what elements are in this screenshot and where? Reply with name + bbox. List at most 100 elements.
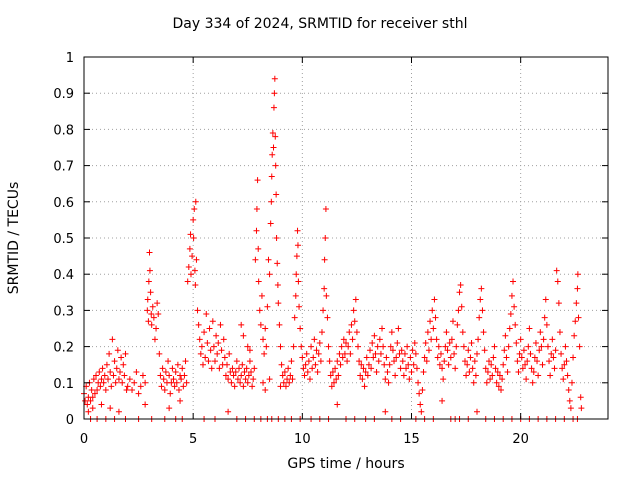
- data-point-marker: [88, 387, 95, 394]
- data-point-marker: [215, 339, 222, 346]
- data-point-marker: [444, 347, 451, 354]
- data-point-marker: [190, 235, 197, 241]
- data-point-marker: [146, 249, 153, 256]
- data-point-marker: [82, 397, 89, 404]
- data-point-marker: [208, 365, 215, 372]
- data-point-marker: [224, 361, 231, 368]
- data-point-marker: [441, 358, 448, 365]
- data-point-marker: [504, 368, 511, 375]
- data-point-marker: [289, 376, 296, 383]
- data-point-marker: [170, 376, 177, 383]
- data-point-marker: [420, 368, 427, 375]
- data-point-marker: [418, 408, 425, 415]
- data-point-marker: [547, 372, 554, 379]
- data-point-marker: [85, 408, 92, 415]
- data-point-marker: [282, 383, 289, 390]
- data-point-marker: [157, 372, 164, 379]
- data-point-marker: [443, 329, 450, 336]
- data-point-marker: [301, 372, 308, 379]
- data-point-marker: [565, 387, 572, 394]
- data-point-marker: [174, 361, 181, 368]
- data-point-marker: [165, 358, 172, 365]
- data-point-marker: [221, 354, 228, 361]
- data-point-marker: [332, 365, 339, 372]
- data-point-marker: [470, 379, 477, 386]
- data-point-marker: [195, 321, 202, 328]
- data-point-marker: [350, 307, 357, 314]
- data-point-marker: [455, 307, 462, 314]
- data-point-marker: [171, 383, 178, 390]
- data-point-marker: [258, 292, 265, 299]
- data-point-marker: [334, 401, 341, 408]
- data-point-marker: [246, 347, 253, 354]
- data-point-marker: [280, 379, 287, 386]
- data-point-marker: [133, 368, 140, 375]
- data-point-marker: [532, 339, 539, 346]
- data-point-marker: [348, 321, 355, 328]
- data-point-marker: [453, 343, 460, 350]
- data-point-marker: [184, 278, 191, 285]
- data-point-marker: [262, 387, 269, 394]
- data-point-marker: [237, 379, 244, 386]
- data-point-marker: [539, 361, 546, 368]
- data-point-marker: [98, 401, 105, 408]
- data-point-marker: [398, 347, 405, 354]
- data-point-marker: [432, 314, 439, 321]
- data-point-marker: [329, 368, 336, 375]
- data-point-marker: [546, 358, 553, 365]
- data-point-marker: [567, 405, 574, 412]
- data-point-marker: [367, 347, 374, 354]
- data-point-marker: [411, 339, 418, 346]
- data-point-marker: [529, 379, 536, 386]
- data-point-marker: [333, 376, 340, 383]
- data-point-marker: [103, 361, 110, 368]
- data-point-marker: [484, 368, 491, 375]
- data-point-marker: [445, 361, 452, 368]
- data-point-marker: [239, 361, 246, 368]
- data-point-marker: [481, 347, 488, 354]
- data-point-marker: [204, 339, 211, 346]
- data-point-marker: [555, 300, 562, 307]
- data-point-marker: [512, 321, 519, 328]
- data-point-marker: [496, 372, 503, 379]
- x-tick-label: 10: [294, 432, 311, 447]
- data-point-marker: [249, 383, 256, 390]
- data-point-marker: [384, 368, 391, 375]
- data-point-marker: [501, 347, 508, 354]
- data-point-marker: [364, 372, 371, 379]
- data-point-marker: [272, 133, 279, 140]
- data-point-marker: [379, 325, 386, 332]
- data-point-marker: [389, 347, 396, 354]
- data-point-marker: [573, 300, 580, 307]
- y-tick-label: 0.1: [53, 377, 74, 392]
- data-point-marker: [468, 339, 475, 346]
- data-point-marker: [288, 358, 295, 365]
- data-point-marker: [113, 365, 120, 372]
- data-point-marker: [192, 282, 199, 289]
- data-point-marker: [382, 408, 389, 415]
- data-point-marker: [150, 314, 157, 321]
- data-point-marker: [511, 303, 518, 310]
- data-point-marker: [469, 365, 476, 372]
- data-point-marker: [229, 365, 236, 372]
- axis-ticks: 00.10.20.30.40.50.60.70.80.910 5 10 15 20: [53, 51, 608, 447]
- data-point-marker: [144, 296, 151, 303]
- data-point-marker: [463, 372, 470, 379]
- data-point-marker: [363, 354, 370, 361]
- data-point-marker: [447, 354, 454, 361]
- data-point-marker: [197, 350, 204, 357]
- data-point-marker: [538, 343, 545, 350]
- data-point-marker: [308, 343, 315, 350]
- data-point-marker: [139, 372, 146, 379]
- data-point-marker: [423, 358, 430, 365]
- y-tick-label: 0.8: [53, 123, 74, 138]
- data-point-marker: [96, 368, 103, 375]
- data-point-marker: [149, 303, 156, 310]
- data-point-marker: [552, 347, 559, 354]
- data-point-marker: [360, 365, 367, 372]
- data-point-marker: [273, 191, 280, 198]
- data-point-marker: [90, 376, 97, 383]
- data-point-marker: [559, 365, 566, 372]
- data-point-marker: [506, 325, 513, 332]
- data-point-marker: [327, 372, 334, 379]
